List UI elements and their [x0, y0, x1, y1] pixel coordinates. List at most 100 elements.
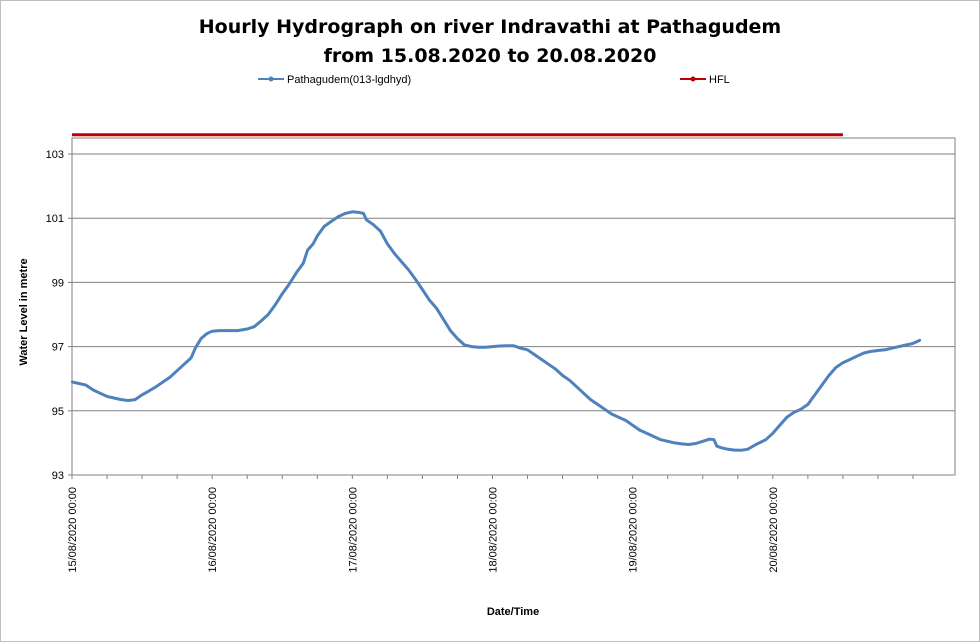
- data-point: [638, 428, 641, 432]
- data-point: [568, 379, 571, 382]
- data-point: [182, 363, 186, 366]
- data-point: [126, 399, 130, 402]
- legend-marker-hfl: [690, 76, 696, 82]
- data-point: [554, 367, 557, 371]
- data-point: [890, 347, 894, 350]
- data-point: [785, 416, 789, 419]
- data-point: [739, 449, 742, 452]
- data-point: [91, 388, 95, 392]
- data-point: [316, 234, 319, 238]
- data-point: [631, 424, 634, 427]
- data-point: [561, 374, 564, 377]
- data-point: [792, 411, 796, 414]
- data-point: [199, 337, 203, 340]
- data-point: [575, 385, 578, 388]
- data-point: [358, 211, 361, 214]
- data-point: [848, 358, 852, 361]
- data-point: [719, 446, 723, 449]
- data-point: [484, 346, 487, 349]
- data-point: [372, 223, 375, 226]
- x-tick-label: 19/08/2020 00:00: [628, 487, 640, 573]
- data-point: [323, 225, 326, 228]
- data-point: [470, 345, 473, 348]
- legend-label-pathagudem: Pathagudem(013-lgdhyd): [287, 74, 411, 86]
- plot-area: [71, 137, 956, 476]
- chart-subtitle: from 15.08.2020 to 20.08.2020: [324, 45, 657, 67]
- data-point: [70, 380, 74, 384]
- data-point: [218, 329, 221, 332]
- data-point: [362, 212, 365, 215]
- data-point: [302, 262, 305, 265]
- data-point: [194, 347, 197, 350]
- data-point: [715, 444, 718, 448]
- data-point: [813, 393, 817, 396]
- data-point: [77, 382, 81, 385]
- data-point: [862, 351, 866, 355]
- data-point: [897, 345, 901, 348]
- data-point: [712, 438, 716, 441]
- data-point: [512, 344, 515, 347]
- data-point: [337, 215, 340, 218]
- data-point: [140, 393, 144, 396]
- data-point: [189, 356, 193, 360]
- data-point: [306, 249, 309, 252]
- data-point: [260, 319, 263, 323]
- data-point: [253, 325, 256, 328]
- data-point: [855, 355, 859, 358]
- x-tick-label: 16/08/2020 00:00: [207, 487, 219, 573]
- data-point: [428, 298, 431, 302]
- data-point: [806, 403, 810, 406]
- data-point: [175, 369, 179, 372]
- data-point: [827, 374, 831, 377]
- series-group: [70, 133, 922, 452]
- chart-title: Hourly Hydrograph on river Indravathi at…: [199, 16, 781, 38]
- data-point: [883, 348, 887, 351]
- data-point: [449, 329, 452, 332]
- data-point: [869, 350, 873, 353]
- data-point: [596, 403, 599, 406]
- gridlines: [72, 153, 955, 476]
- data-point: [133, 398, 137, 401]
- legend-marker-pathagudem: [268, 76, 274, 82]
- data-point: [701, 440, 704, 443]
- data-point: [288, 282, 291, 286]
- data-point: [211, 330, 214, 333]
- data-point: [708, 437, 711, 441]
- y-tick-label: 103: [46, 149, 64, 161]
- data-point: [393, 252, 396, 255]
- data-point: [911, 342, 915, 345]
- data-point: [876, 349, 880, 352]
- data-point: [589, 398, 592, 401]
- data-point: [687, 443, 690, 446]
- data-point: [119, 398, 123, 401]
- data-point: [407, 268, 410, 271]
- y-tick-label: 101: [46, 213, 64, 225]
- data-point: [841, 361, 845, 364]
- y-tick-label: 97: [52, 342, 64, 354]
- data-point: [680, 442, 683, 446]
- data-point: [236, 329, 239, 332]
- data-point: [624, 419, 627, 422]
- data-point: [652, 435, 655, 438]
- legend-label-hfl: HFL: [709, 74, 730, 86]
- data-point: [582, 392, 585, 395]
- legend: Pathagudem(013-lgdhyd) HFL: [258, 74, 730, 86]
- data-point: [274, 303, 277, 307]
- data-point: [799, 408, 803, 411]
- data-point: [610, 412, 613, 416]
- data-point: [764, 438, 767, 441]
- data-point: [694, 442, 697, 445]
- data-point: [379, 229, 382, 233]
- data-point: [732, 448, 735, 452]
- y-axis-title: Water Level in metre: [18, 258, 30, 365]
- data-point: [659, 438, 662, 441]
- data-point: [365, 218, 368, 221]
- data-point: [617, 416, 620, 419]
- data-point: [477, 346, 480, 349]
- data-point: [533, 353, 536, 356]
- data-point: [754, 443, 758, 446]
- data-point: [526, 348, 529, 351]
- x-tick-label: 18/08/2020 00:00: [488, 487, 500, 573]
- data-point: [726, 448, 730, 451]
